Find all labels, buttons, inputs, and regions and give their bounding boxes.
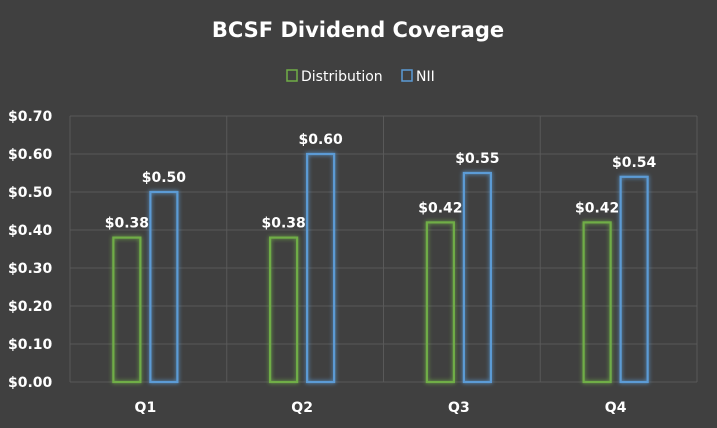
- bar-nii-q1: [149, 190, 179, 384]
- legend-item-nii: NII: [401, 69, 435, 85]
- y-tick-label: $0.50: [8, 185, 53, 201]
- x-category-label: Q3: [448, 400, 470, 416]
- y-tick-label: $0.30: [8, 261, 53, 277]
- y-tick-label: $0.40: [8, 223, 53, 239]
- y-axis-ticks: $0.00 $0.10 $0.20 $0.30 $0.40 $0.50 $0.60 $0.70: [8, 109, 53, 391]
- bar-distribution-q1: [112, 236, 142, 384]
- y-tick-label: $0.20: [8, 299, 53, 315]
- bars: [112, 152, 649, 384]
- legend-item-distribution: Distribution: [286, 69, 383, 85]
- bar-nii-q4: [619, 175, 649, 384]
- y-tick-label: $0.10: [8, 337, 53, 353]
- legend-swatch-nii: [401, 69, 413, 82]
- x-category-label: Q4: [605, 400, 627, 416]
- y-tick-label: $0.70: [8, 109, 53, 125]
- data-label-nii-q1: $0.50: [142, 170, 187, 186]
- chart-title: BCSF Dividend Coverage: [212, 18, 504, 42]
- data-label-nii-q2: $0.60: [298, 132, 343, 148]
- x-category-label: Q2: [291, 400, 313, 416]
- bar-nii-q3: [462, 171, 492, 384]
- data-label-distribution-q2: $0.38: [261, 216, 305, 232]
- bar-distribution-q2: [269, 236, 299, 384]
- data-label-distribution-q1: $0.38: [105, 216, 149, 232]
- legend-label-nii: NII: [416, 69, 435, 85]
- data-labels: $0.38 $0.50 $0.38 $0.60 $0.42 $0.55 $0.42 $0.54: [105, 132, 657, 232]
- legend: Distribution NII: [286, 69, 435, 85]
- gridlines: [69, 115, 698, 383]
- x-category-label: Q1: [135, 400, 157, 416]
- x-axis-categories: Q1 Q2 Q3 Q4: [135, 400, 627, 416]
- bar-nii-q2: [306, 152, 336, 384]
- legend-swatch-distribution: [286, 69, 298, 82]
- bar-distribution-q4: [582, 221, 612, 384]
- data-label-distribution-q3: $0.42: [418, 200, 462, 216]
- y-tick-label: $0.60: [8, 147, 53, 163]
- data-label-nii-q4: $0.54: [612, 155, 657, 171]
- legend-label-distribution: Distribution: [301, 69, 383, 85]
- data-label-distribution-q4: $0.42: [575, 200, 619, 216]
- y-tick-label: $0.00: [8, 375, 53, 391]
- bar-distribution-q3: [425, 221, 455, 384]
- data-label-nii-q3: $0.55: [455, 151, 499, 167]
